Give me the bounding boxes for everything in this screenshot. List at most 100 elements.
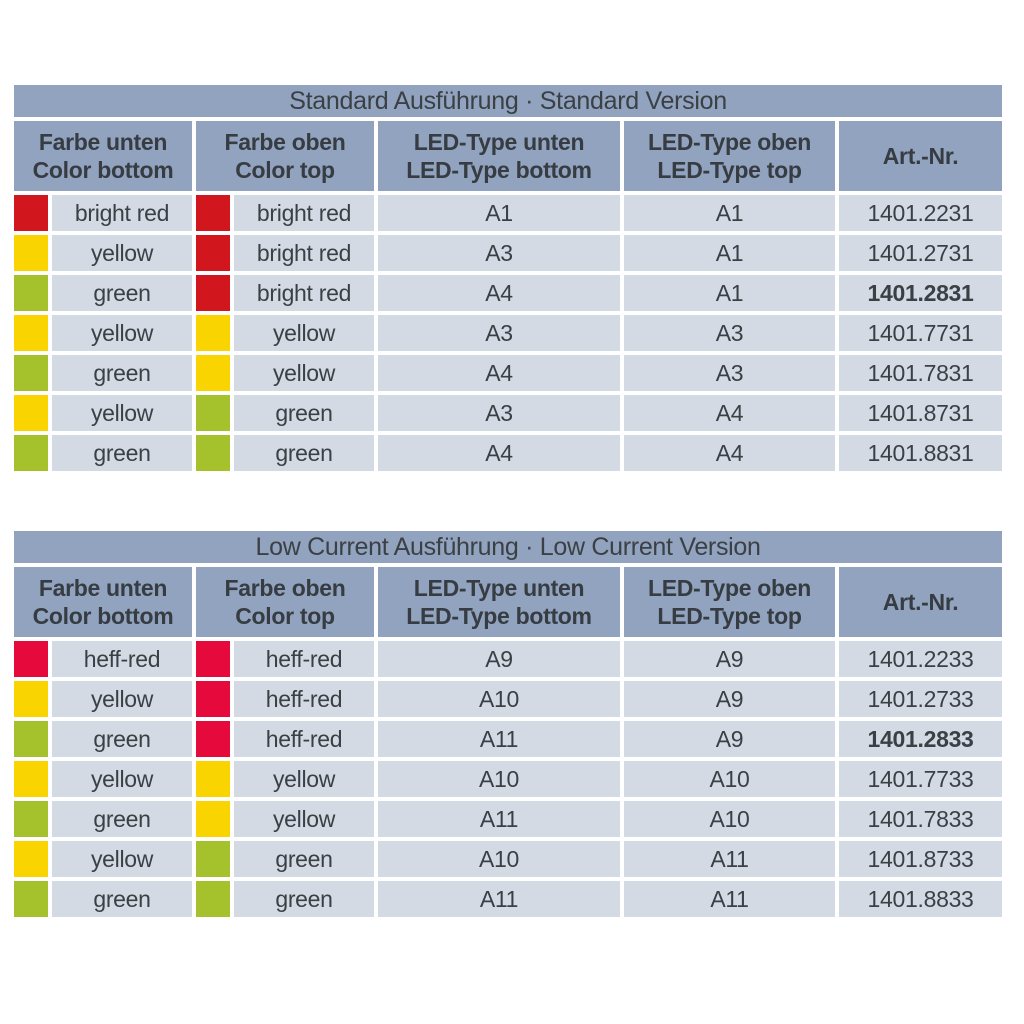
led-type-top-value: A10 [624, 801, 835, 837]
header-line: Farbe unten [38, 574, 168, 601]
color-swatch-bottom [14, 315, 48, 351]
color-swatch-top [196, 721, 230, 757]
color-bottom-label: green [52, 721, 192, 757]
led-type-bottom-value: A11 [378, 721, 620, 757]
header-line: LED-Type bottom [406, 603, 592, 629]
art-nr-value: 1401.7731 [839, 315, 1003, 351]
led-type-bottom-value: A4 [378, 355, 620, 391]
led-type-bottom-value: A3 [378, 315, 620, 351]
color-swatch-bottom [14, 801, 48, 837]
column-header-color-top: Farbe oben Color top [196, 121, 374, 191]
color-swatch-bottom [14, 641, 48, 677]
table-row: bright red bright red A1 A1 1401.2231 [14, 195, 1003, 231]
led-type-top-value: A11 [624, 881, 835, 917]
led-type-bottom-value: A4 [378, 275, 620, 311]
color-bottom-label: green [52, 355, 192, 391]
table-row: yellow green A3 A4 1401.8731 [14, 395, 1003, 431]
color-bottom-label: green [52, 801, 192, 837]
color-bottom-label: yellow [52, 315, 192, 351]
led-type-top-value: A11 [624, 841, 835, 877]
color-swatch-top [196, 881, 230, 917]
color-swatch-top [196, 395, 230, 431]
color-swatch-top [196, 235, 230, 271]
table-row: green bright red A4 A1 1401.2831 [14, 275, 1003, 311]
color-swatch-top [196, 761, 230, 797]
led-type-bottom-value: A10 [378, 761, 620, 797]
art-nr-value: 1401.2233 [839, 641, 1003, 677]
color-top-label: bright red [234, 275, 374, 311]
color-top-label: heff-red [234, 721, 374, 757]
color-swatch-bottom [14, 435, 48, 471]
led-type-top-value: A1 [624, 275, 835, 311]
header-line: LED-Type top [657, 603, 802, 629]
table-title-standard: Standard Ausführung · Standard Version [14, 85, 1003, 117]
header-line: Color bottom [32, 157, 174, 183]
column-header-art-nr: Art.-Nr. [839, 567, 1003, 637]
color-bottom-label: green [52, 881, 192, 917]
header-line: LED-Type unten [413, 574, 585, 601]
low-current-version-table: Low Current Ausführung · Low Current Ver… [10, 527, 1006, 921]
header-line: LED-Type oben [647, 128, 812, 155]
color-bottom-label: yellow [52, 681, 192, 717]
led-type-bottom-value: A11 [378, 881, 620, 917]
color-top-label: green [234, 841, 374, 877]
color-bottom-label: yellow [52, 761, 192, 797]
led-type-bottom-value: A9 [378, 641, 620, 677]
color-swatch-bottom [14, 721, 48, 757]
color-top-label: yellow [234, 355, 374, 391]
color-swatch-bottom [14, 275, 48, 311]
header-line: Color top [235, 157, 335, 183]
color-top-label: yellow [234, 761, 374, 797]
header-line: LED-Type oben [647, 574, 812, 601]
led-type-top-value: A1 [624, 235, 835, 271]
art-nr-value: 1401.8733 [839, 841, 1003, 877]
art-nr-value: 1401.2833 [839, 721, 1003, 757]
table-row: green green A4 A4 1401.8831 [14, 435, 1003, 471]
color-bottom-label: yellow [52, 235, 192, 271]
table-row: green yellow A4 A3 1401.7831 [14, 355, 1003, 391]
color-top-label: yellow [234, 315, 374, 351]
led-type-top-value: A9 [624, 721, 835, 757]
art-nr-value: 1401.8833 [839, 881, 1003, 917]
color-top-label: yellow [234, 801, 374, 837]
color-swatch-bottom [14, 881, 48, 917]
color-swatch-top [196, 355, 230, 391]
header-line: Art.-Nr. [882, 142, 959, 169]
header-line: Color bottom [32, 603, 174, 629]
led-type-top-value: A3 [624, 355, 835, 391]
header-line: LED-Type top [657, 157, 802, 183]
table-row: green yellow A11 A10 1401.7833 [14, 801, 1003, 837]
color-top-label: heff-red [234, 641, 374, 677]
table-row: yellow yellow A3 A3 1401.7731 [14, 315, 1003, 351]
color-top-label: green [234, 435, 374, 471]
color-bottom-label: bright red [52, 195, 192, 231]
color-swatch-top [196, 641, 230, 677]
art-nr-value: 1401.8831 [839, 435, 1003, 471]
color-swatch-bottom [14, 761, 48, 797]
art-nr-value: 1401.2733 [839, 681, 1003, 717]
led-type-bottom-value: A10 [378, 841, 620, 877]
column-header-color-bottom: Farbe unten Color bottom [14, 567, 192, 637]
led-type-bottom-value: A4 [378, 435, 620, 471]
led-type-top-value: A1 [624, 195, 835, 231]
column-header-color-top: Farbe oben Color top [196, 567, 374, 637]
art-nr-value: 1401.7833 [839, 801, 1003, 837]
column-header-color-bottom: Farbe unten Color bottom [14, 121, 192, 191]
art-nr-value: 1401.2731 [839, 235, 1003, 271]
column-header-led-type-bottom: LED-Type unten LED-Type bottom [378, 567, 620, 637]
color-top-label: green [234, 881, 374, 917]
column-header-led-type-bottom: LED-Type unten LED-Type bottom [378, 121, 620, 191]
art-nr-value: 1401.8731 [839, 395, 1003, 431]
color-swatch-top [196, 435, 230, 471]
color-bottom-label: green [52, 435, 192, 471]
column-header-led-type-top: LED-Type oben LED-Type top [624, 567, 835, 637]
led-type-top-value: A4 [624, 435, 835, 471]
standard-version-table: Standard Ausführung · Standard Version F… [10, 81, 1006, 475]
led-type-top-value: A3 [624, 315, 835, 351]
color-swatch-top [196, 315, 230, 351]
color-top-label: heff-red [234, 681, 374, 717]
color-swatch-top [196, 195, 230, 231]
header-line: Farbe unten [38, 128, 168, 155]
led-type-bottom-value: A11 [378, 801, 620, 837]
